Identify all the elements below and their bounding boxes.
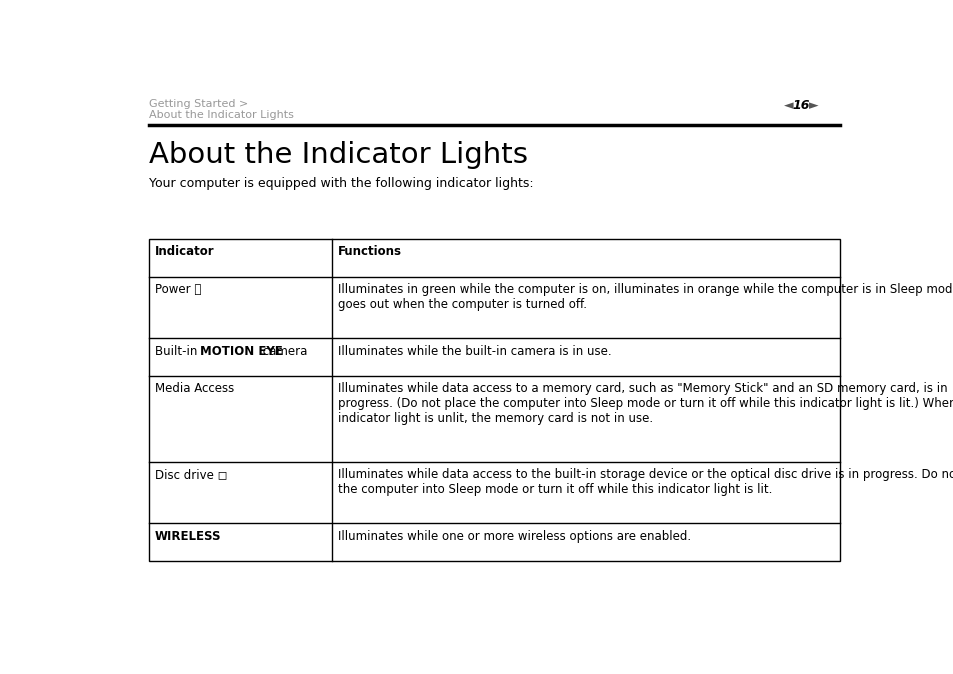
Text: Illuminates while data access to the built-in storage device or the optical disc: Illuminates while data access to the bui… <box>337 468 953 496</box>
Text: 16: 16 <box>791 99 809 113</box>
Text: MOTION EYE: MOTION EYE <box>200 344 282 358</box>
Text: Illuminates while data access to a memory card, such as "Memory Stick" and an SD: Illuminates while data access to a memor… <box>337 382 953 425</box>
Text: Illuminates in green while the computer is on, illuminates in orange while the c: Illuminates in green while the computer … <box>337 283 953 311</box>
Text: Illuminates while one or more wireless options are enabled.: Illuminates while one or more wireless o… <box>337 530 690 543</box>
Text: Getting Started >: Getting Started > <box>149 99 248 109</box>
Text: Power ⏻: Power ⏻ <box>154 283 201 296</box>
Text: Your computer is equipped with the following indicator lights:: Your computer is equipped with the follo… <box>149 177 533 190</box>
Text: camera: camera <box>259 344 308 358</box>
Text: Media Access: Media Access <box>154 382 233 395</box>
Text: About the Indicator Lights: About the Indicator Lights <box>149 111 294 121</box>
Text: Indicator: Indicator <box>154 245 214 258</box>
Text: Illuminates while the built-in camera is in use.: Illuminates while the built-in camera is… <box>337 344 611 358</box>
Text: ►: ► <box>808 99 818 113</box>
Text: Built-in: Built-in <box>154 344 201 358</box>
Text: ◄: ◄ <box>782 99 792 113</box>
Text: Functions: Functions <box>337 245 401 258</box>
Text: WIRELESS: WIRELESS <box>154 530 221 543</box>
Text: About the Indicator Lights: About the Indicator Lights <box>149 141 527 168</box>
Text: Disc drive ◻: Disc drive ◻ <box>154 468 227 481</box>
